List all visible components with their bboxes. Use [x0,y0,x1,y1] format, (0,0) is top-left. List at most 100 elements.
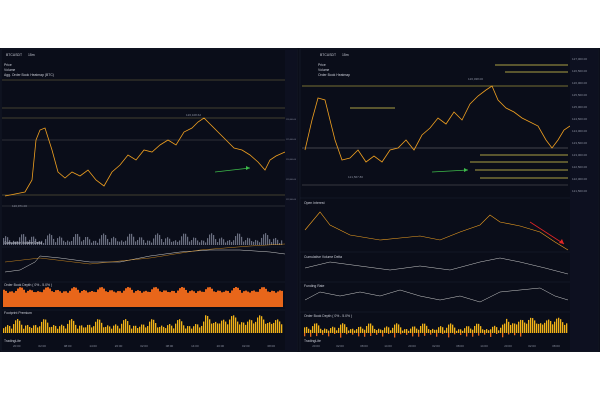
depth-bar [328,330,330,333]
depth-bar-neg [442,333,444,335]
depth-bar [324,328,326,333]
volume-bar [259,242,261,245]
depth-bar [163,290,165,307]
depth-bars [304,317,568,338]
footprint-bar [227,324,229,333]
volume-label: Volume [4,68,15,72]
depth-bar [564,324,566,333]
depth-bar [366,326,368,333]
volume-bar [175,240,177,245]
depth-bar [117,291,119,307]
footprint-bar [163,326,165,333]
arrow [431,169,469,173]
depth-bar [53,292,55,307]
footprint-bar [49,327,51,333]
depth-bar [468,326,470,333]
depth-bar [273,291,275,307]
depth-bar [534,320,536,333]
depth-bar [322,330,324,333]
volume-bar [143,239,145,245]
depth-bar [374,328,376,333]
depth-bar [63,291,65,307]
volume-bar [255,239,257,245]
depth-bar-neg [472,333,474,337]
volume-bar [23,234,25,245]
depth-bar [406,329,408,333]
interval[interactable]: 15m [342,53,349,57]
footprint-bar [15,320,17,333]
depth-bar [352,328,354,333]
heatmap-label: Agg. Order Book Heatmap (BTC) [4,73,54,77]
footprint-bar [35,325,37,333]
depth-bar [542,324,544,333]
depth-bar [135,291,137,307]
volume-bar [123,241,125,245]
depth-bar [139,290,141,307]
depth-bar-neg [406,333,408,335]
volume-bar [253,241,255,245]
depth-bar [414,326,416,333]
depth-bar-neg [340,333,342,338]
price-label: 124,500.00 [572,117,587,121]
footprint-bar [191,328,193,333]
depth-bar [408,330,410,333]
volume-bar [195,237,197,245]
footprint-bar [143,324,145,333]
volume-bar [67,240,69,245]
depth-bar-neg [400,333,402,335]
depth-bar [336,330,338,333]
volume-bar [45,239,47,245]
depth-bar [111,290,113,307]
symbol[interactable]: BTCUSDT [6,53,22,57]
depth-bar [312,326,314,333]
depth-bar [360,326,362,333]
depth-bar [376,330,378,333]
depth-bar [267,291,269,307]
depth-bar-neg [496,333,498,335]
volume-bar [95,240,97,245]
volume-bar [53,238,55,245]
footprint-bar [137,328,139,333]
depth-bar [245,290,247,307]
footprint-bar [99,319,101,333]
footprint-bar [43,319,45,333]
volume-bar [177,241,179,245]
volume-bar [211,233,213,245]
time-label: 20:00 [408,344,416,348]
time-label: 08:00 [456,344,464,348]
depth-bar [7,292,9,307]
time-label: 20:00 [115,344,123,348]
depth-bar [173,291,175,307]
depth-bar [199,290,201,307]
volume-bar [3,237,5,245]
depth-bar [460,329,462,333]
symbol[interactable]: BTCUSDT [320,53,336,57]
volume-bar [5,236,7,245]
volume-bar [193,237,195,245]
arrow-head [559,239,564,244]
time-label: 08:00 [64,344,72,348]
panel-frame [299,48,599,352]
volume-bar [157,233,159,245]
volume-bar [35,238,37,245]
footprint-bar [25,325,27,333]
depth-bar [281,290,283,307]
depth-bar-neg [424,333,426,336]
interval[interactable]: 15m [28,53,35,57]
footprint-bar [251,320,253,333]
volume-bar [169,238,171,245]
depth-bar [346,327,348,333]
depth-bar [279,290,281,307]
depth-bar [25,292,27,307]
volume-bar [101,235,103,245]
footprint-bar [45,319,47,333]
depth-bar-neg [304,333,306,337]
depth-bar [197,291,199,307]
depth-bar [9,291,11,307]
arrow [214,167,251,173]
footprint-bar [23,328,25,333]
footprint-bar [229,319,231,333]
footprint-bar [209,319,211,333]
depth-bar [410,328,412,333]
